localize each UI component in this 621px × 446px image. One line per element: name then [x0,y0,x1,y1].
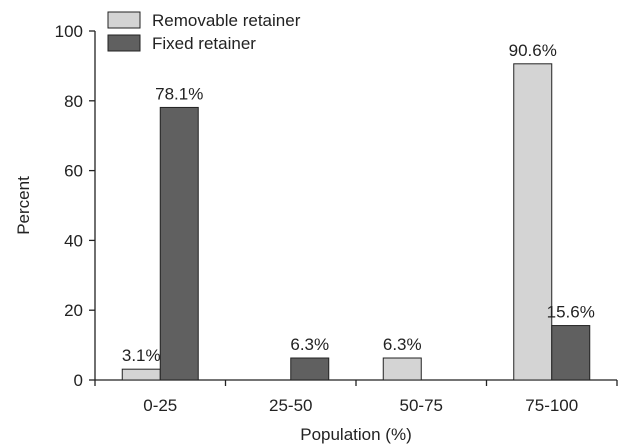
data-label: 15.6% [547,303,595,322]
y-tick-label: 80 [64,92,83,111]
x-tick-label: 0-25 [143,396,177,415]
y-tick-label: 100 [55,22,83,41]
bar [513,63,553,381]
legend-label: Fixed retainer [152,34,256,53]
y-tick-label: 20 [64,301,83,320]
data-label: 90.6% [509,41,557,60]
bar [551,325,591,381]
axes: 0 20 40 60 80 100 0-25 25-50 50-75 75-100 [55,22,618,415]
legend-swatch [107,34,141,52]
bar [121,368,161,381]
y-axis-label: Percent [14,176,33,235]
bar-labels: 3.1% 78.1% 6.3% 6.3% 90.6% 15.6% [122,41,595,365]
legend-swatch [107,11,141,29]
y-tick-label: 40 [64,231,83,250]
x-tick-label: 75-100 [525,396,578,415]
data-label: 3.1% [122,346,161,365]
legend-label: Removable retainer [152,11,301,30]
bar [382,357,422,381]
y-tick-label: 60 [64,162,83,181]
bars [121,63,591,381]
legend: Removable retainer Fixed retainer [107,11,301,53]
data-label: 6.3% [383,335,422,354]
x-tick-label: 50-75 [400,396,443,415]
data-label: 78.1% [155,84,203,103]
y-tick-label: 0 [74,371,83,390]
x-axis-label: Population (%) [300,425,412,444]
bar [290,357,330,381]
data-label: 6.3% [290,335,329,354]
bar [159,106,199,381]
x-tick-label: 25-50 [269,396,312,415]
